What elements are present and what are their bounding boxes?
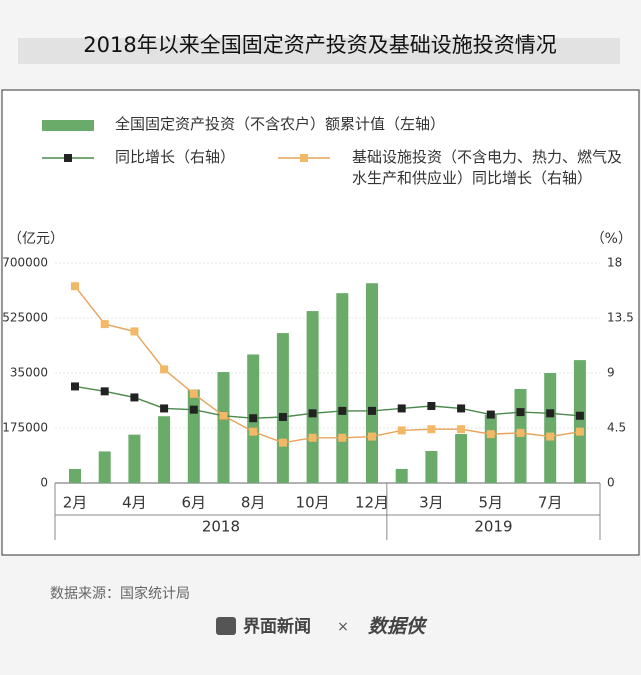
marker [397,426,406,435]
bar [395,468,408,483]
marker [71,282,79,291]
legend-line: 同比增长（右轴） [115,148,236,166]
marker [249,427,258,436]
footer-sep: × [337,619,349,635]
marker [546,432,555,441]
year-label: 2019 [474,518,512,536]
bar [69,468,81,483]
marker [278,413,287,421]
brand-icon [216,617,236,635]
y-axis-label: （亿元） [8,231,64,247]
marker [130,393,139,402]
bar [544,373,557,483]
marker [457,404,466,413]
marker [249,414,258,423]
y2-tick-label: 9 [607,366,615,380]
chart-title: 2018年以来全国固定资产投资及基础设施投资情况 [83,33,556,57]
y2-tick-label: 0 [607,476,615,490]
bar [98,451,111,483]
marker [457,425,466,434]
marker [71,382,79,391]
marker [516,408,525,417]
marker [160,404,169,413]
legend-bar: 全国固定资产投资（不含农户）额累计值（左轴） [115,115,446,133]
legend-marker [64,154,72,162]
marker [575,411,584,420]
marker [130,327,139,336]
marker [575,427,584,436]
x-tick-label: 7月 [538,494,563,512]
x-tick-label: 4月 [122,494,147,512]
marker [189,389,198,398]
marker [338,433,347,442]
bar [425,450,438,483]
x-tick-label: 2月 [63,494,88,512]
bar [158,416,171,483]
bar [306,311,319,483]
x-tick-label: 10月 [296,494,330,512]
footer-partner: 数据侠 [368,616,428,638]
year-label: 2018 [202,518,240,536]
line [74,285,581,444]
legend-swatch [42,120,94,131]
x-tick-label: 6月 [182,494,207,512]
bar [128,434,141,483]
marker [308,433,317,442]
y-tick-label: 525000 [2,311,48,325]
marker [427,402,436,410]
footer-brand: 界面新闻 [243,616,311,637]
source: 数据来源：国家统计局 [50,585,190,602]
marker [368,406,376,415]
x-tick-label: 8月 [241,494,266,512]
marker [486,410,495,419]
marker [368,432,376,441]
marker [546,409,555,418]
y2-tick-label: 13.5 [607,311,634,325]
bar [573,360,586,483]
bar [484,414,497,483]
x-tick-label: 5月 [479,494,504,512]
marker [278,438,287,447]
marker [160,365,169,374]
marker [338,406,347,415]
marker [219,411,228,420]
y-tick-label: 0 [40,476,48,490]
y-tick-label: 175000 [2,421,48,435]
y-tick-label: 35000 [10,366,48,380]
marker [516,428,525,437]
marker [100,387,109,396]
marker [486,430,495,439]
legend-line: 基础设施投资（不含电力、热力、燃气及水生产和供应业）同比增长（右轴） [352,148,623,187]
marker [397,404,406,413]
y2-tick-label: 4.5 [607,421,626,435]
title-band [18,38,620,64]
bar [336,293,349,483]
marker [100,320,109,329]
bar [217,372,230,483]
bar [455,434,468,483]
bar [187,389,200,483]
x-tick-label: 12月 [355,494,389,512]
bar [366,283,378,483]
marker [189,405,198,414]
x-tick-label: 3月 [419,494,444,512]
y2-axis-label: （%） [591,231,632,247]
marker [427,425,436,434]
bar [276,333,289,483]
line [74,385,580,419]
marker [308,409,317,418]
y2-tick-label: 18 [607,256,622,270]
legend-marker [300,154,308,162]
y-tick-label: 700000 [2,256,48,270]
